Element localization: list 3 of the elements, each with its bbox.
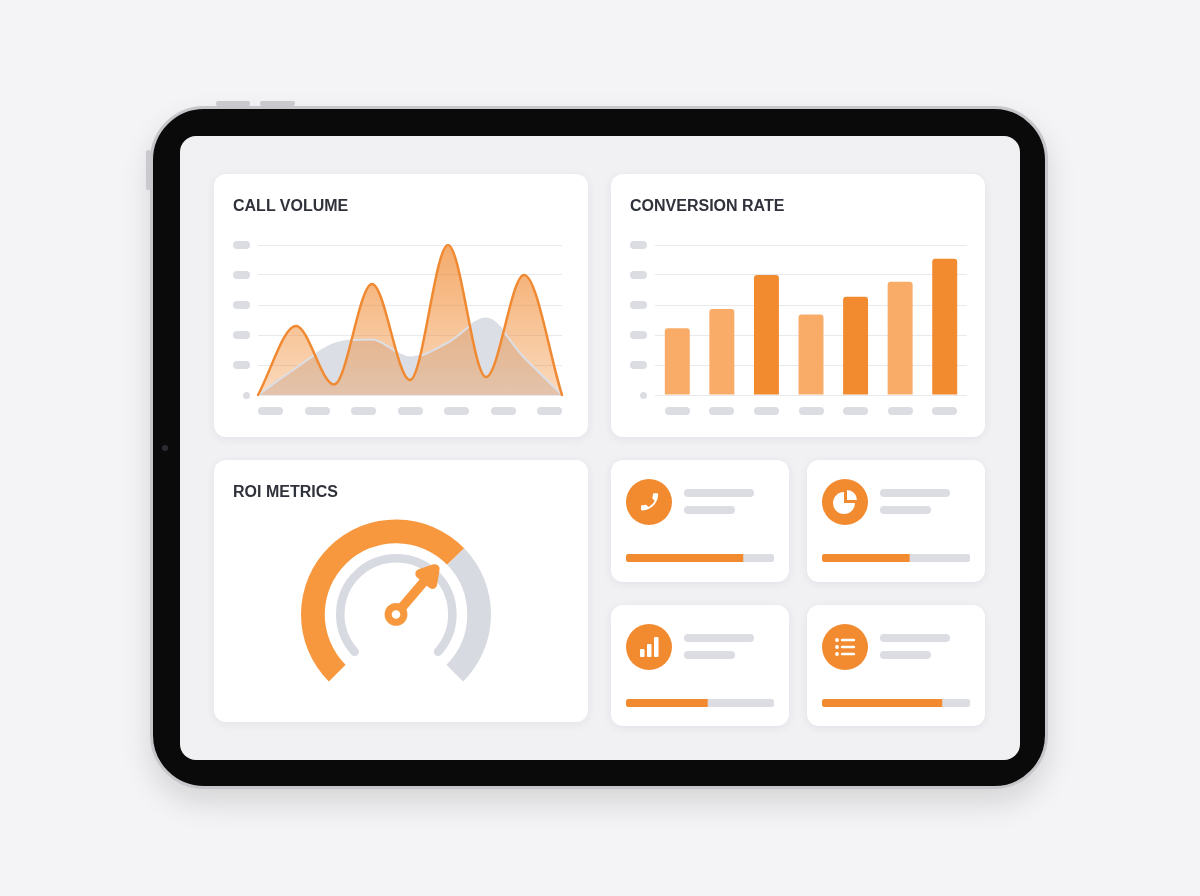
chart-title: CALL VOLUME (233, 197, 349, 215)
chart-title: ROI METRICS (233, 483, 338, 501)
chart-title: CONVERSION RATE (630, 197, 785, 215)
